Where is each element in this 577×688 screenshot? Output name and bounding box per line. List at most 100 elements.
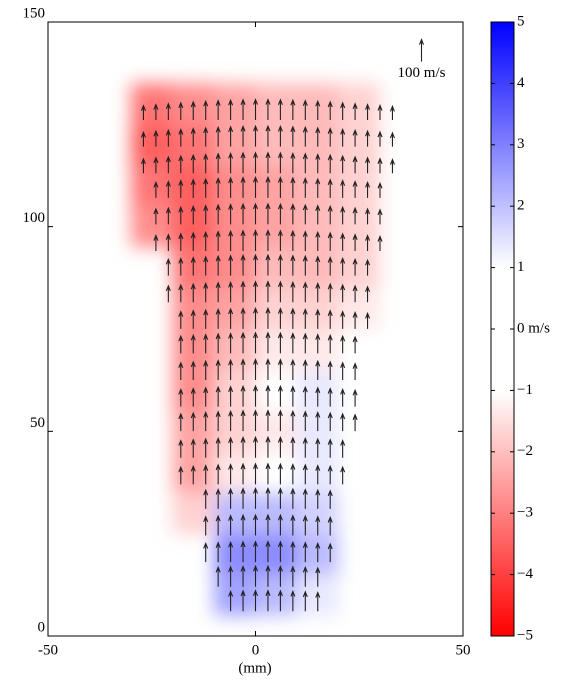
vector — [252, 280, 259, 303]
vector — [240, 331, 246, 354]
vector — [165, 102, 171, 121]
vector — [352, 257, 358, 276]
vector — [352, 362, 358, 380]
vector — [277, 253, 283, 276]
field-cell — [338, 206, 380, 248]
vector — [190, 464, 196, 485]
vector — [365, 234, 371, 252]
vector — [302, 203, 308, 225]
vector — [265, 358, 271, 380]
field-cell — [214, 83, 256, 125]
vector — [302, 590, 308, 612]
vector — [290, 385, 296, 407]
field-cell — [255, 329, 297, 370]
colorbar-tick-label: −2 — [517, 443, 533, 459]
vector — [302, 99, 308, 121]
vector — [178, 101, 184, 121]
vector — [178, 179, 184, 198]
vector — [153, 156, 159, 174]
vector — [315, 515, 321, 536]
x-axis-label: (mm) — [238, 660, 271, 676]
vector — [203, 437, 209, 458]
vector — [265, 384, 271, 407]
vector — [252, 151, 259, 174]
vector — [228, 332, 234, 354]
vector — [165, 155, 171, 174]
vector — [178, 412, 184, 432]
vector — [352, 102, 358, 121]
vector — [315, 308, 321, 329]
vector — [327, 309, 333, 329]
colorbar-tick-label: −5 — [517, 627, 533, 643]
vector — [277, 229, 283, 252]
vector — [228, 409, 234, 432]
vector — [215, 463, 221, 485]
vector — [302, 281, 308, 303]
colorbar-tick-label: 5 — [517, 13, 525, 29]
vector — [290, 589, 296, 612]
vector — [377, 104, 383, 121]
vector — [327, 100, 333, 121]
vector — [265, 540, 271, 563]
vector — [265, 486, 271, 509]
vector — [178, 256, 184, 276]
vector — [252, 331, 259, 354]
vector — [203, 464, 209, 485]
vector — [178, 387, 184, 407]
vector — [240, 253, 246, 276]
vector — [315, 255, 321, 276]
vector — [327, 231, 333, 252]
vector — [265, 151, 271, 174]
vector — [190, 282, 196, 303]
field-cell — [255, 410, 297, 452]
vector — [340, 205, 346, 225]
vector — [290, 125, 296, 147]
vector — [265, 409, 271, 432]
vector — [315, 464, 321, 485]
vector — [203, 410, 209, 432]
vector — [252, 98, 259, 121]
y-tick-label: 150 — [23, 5, 46, 21]
vector — [315, 333, 321, 354]
field-cell — [255, 206, 297, 248]
vector — [228, 358, 234, 380]
vector — [340, 387, 346, 407]
vector — [352, 335, 358, 354]
vector — [215, 359, 221, 380]
vector — [340, 412, 346, 432]
vector — [302, 514, 308, 536]
vector — [203, 515, 209, 536]
vector — [252, 486, 259, 509]
vector — [389, 104, 395, 121]
colorbar-tick-label: −4 — [517, 566, 533, 582]
vector — [228, 463, 234, 485]
vector — [327, 282, 333, 303]
vector — [178, 128, 184, 147]
vector — [228, 125, 234, 147]
vector — [215, 176, 221, 198]
vector — [190, 204, 196, 225]
vector — [265, 124, 271, 147]
vector — [165, 206, 171, 225]
vector — [190, 256, 196, 276]
vector — [240, 98, 246, 121]
vector — [290, 332, 296, 354]
vector — [215, 410, 221, 432]
vector — [178, 465, 184, 485]
vector — [240, 202, 246, 225]
vector — [252, 124, 259, 147]
vector — [365, 156, 371, 174]
vector — [228, 254, 234, 276]
vector — [228, 589, 234, 612]
vector — [240, 409, 246, 432]
vector — [215, 565, 221, 587]
vector — [140, 130, 146, 147]
field-cell — [172, 492, 214, 534]
vector — [252, 306, 259, 329]
colorbar-tick-label: 2 — [517, 198, 525, 214]
vector — [277, 331, 283, 354]
vector — [190, 127, 196, 147]
vector — [240, 358, 246, 380]
vector — [340, 283, 346, 303]
vector — [277, 98, 283, 121]
